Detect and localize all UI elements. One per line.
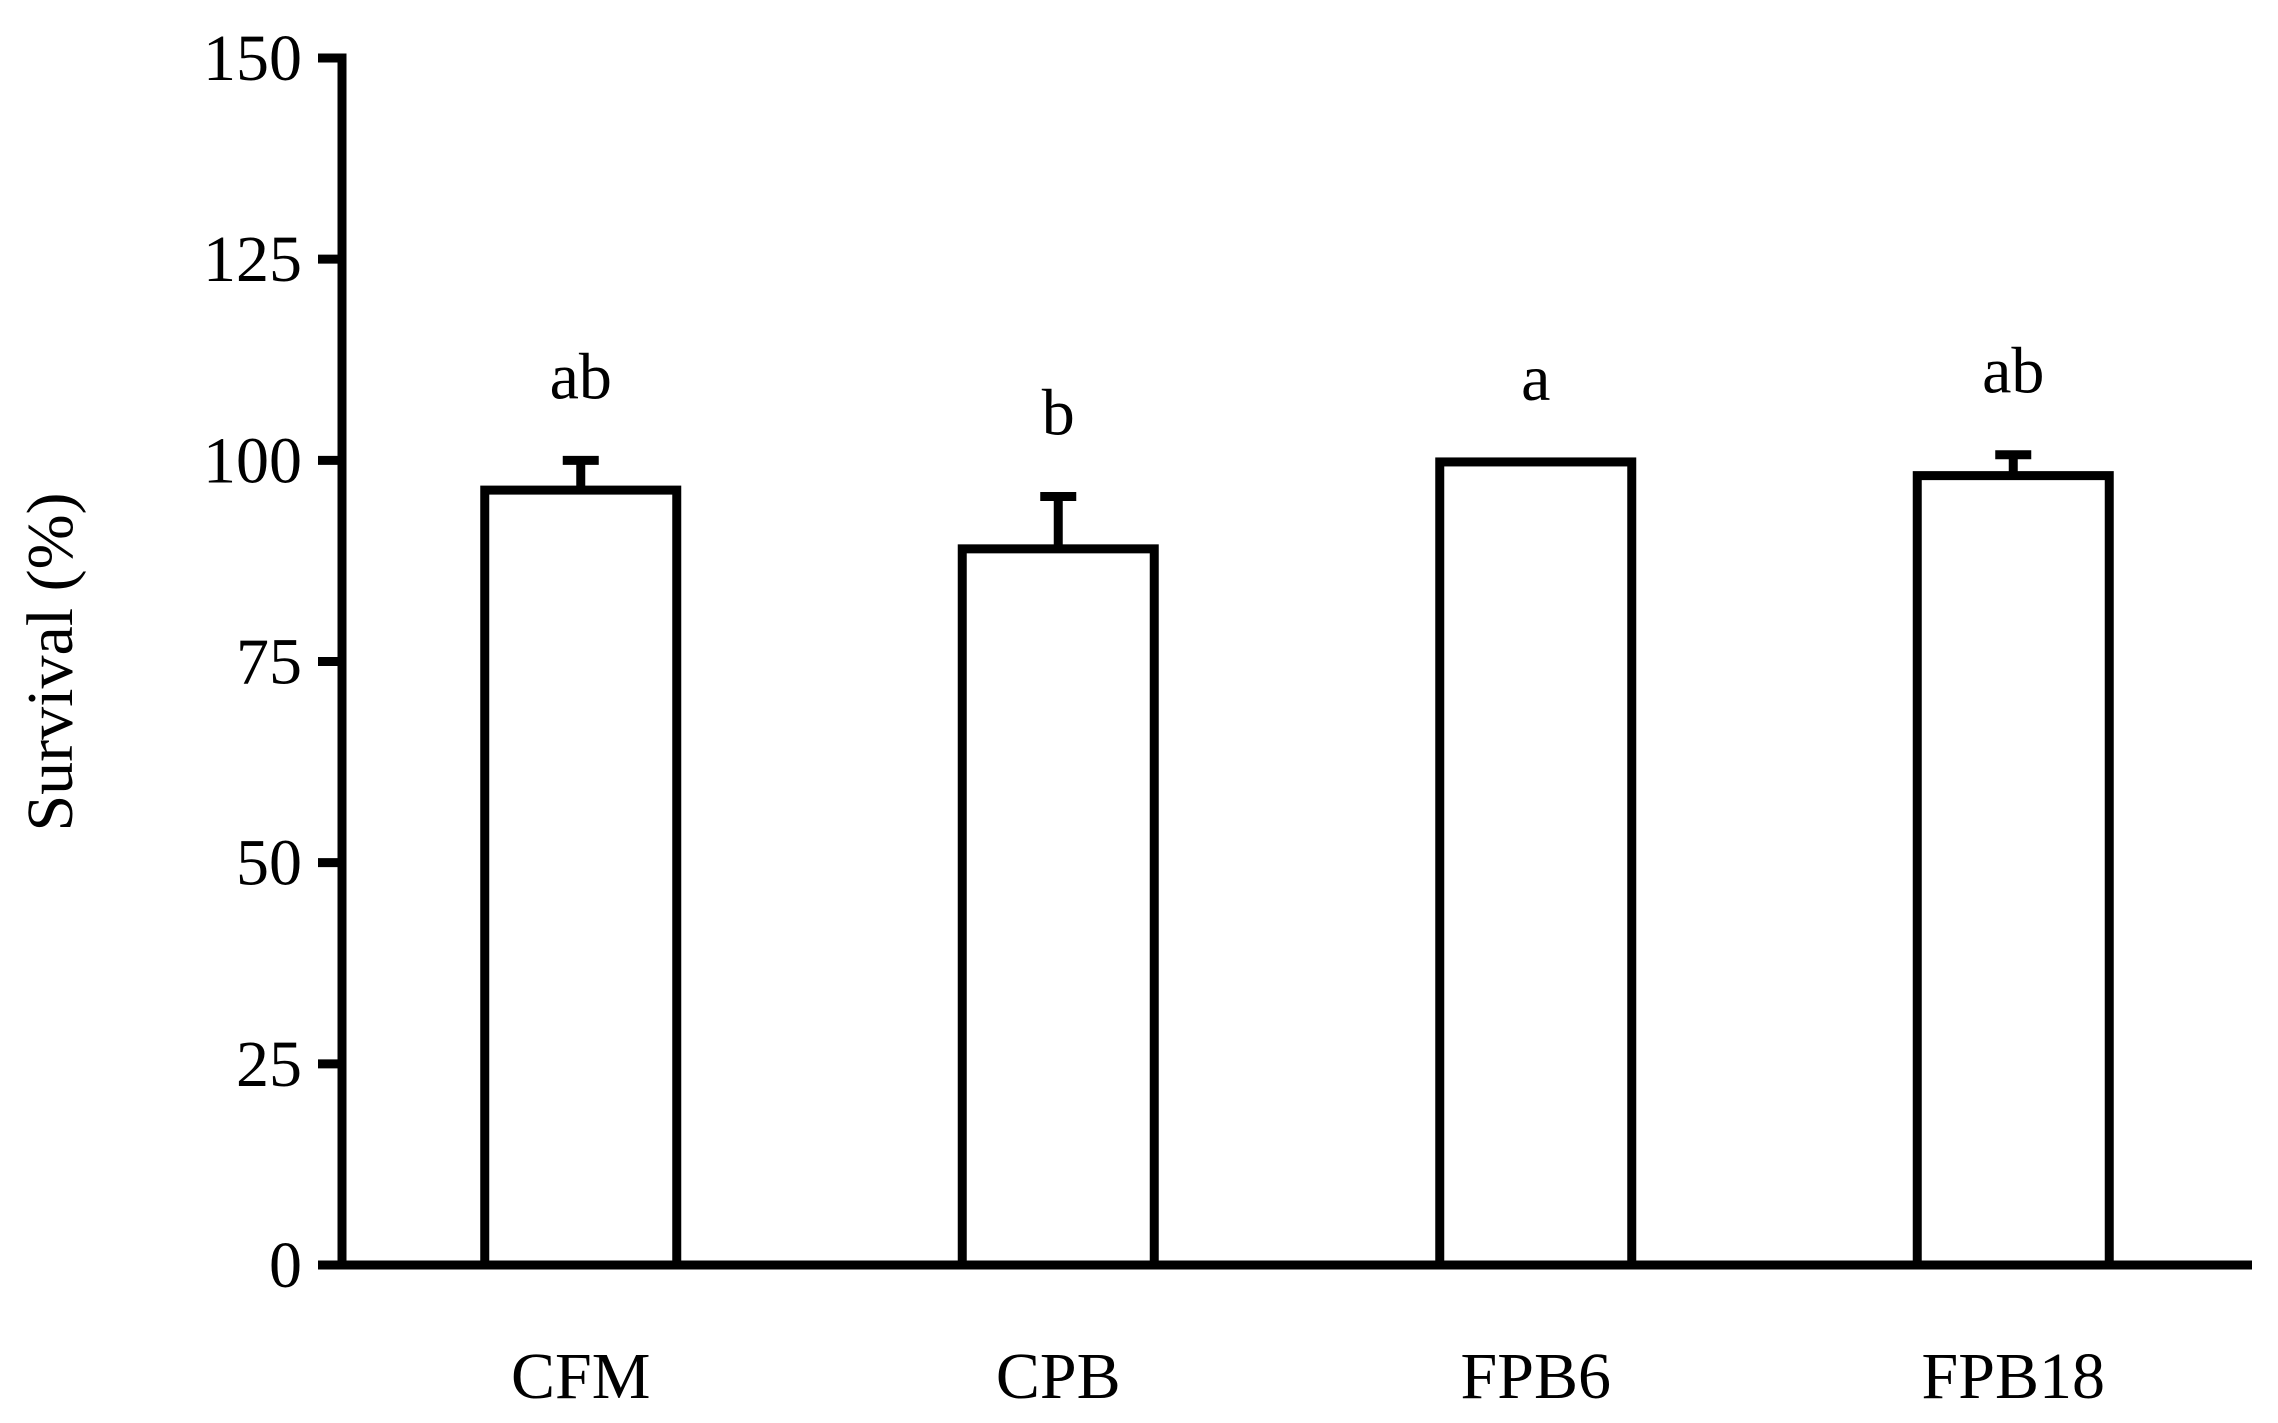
x-tick-label-cpb: CPB bbox=[996, 1340, 1121, 1413]
y-tick-label-125: 125 bbox=[203, 223, 302, 296]
significance-label-cfm: ab bbox=[550, 340, 612, 413]
bars-layer bbox=[480, 457, 2114, 1270]
y-tick-label-100: 100 bbox=[203, 424, 302, 497]
x-tick-label-fpb6: FPB6 bbox=[1461, 1340, 1611, 1413]
labels-layer: ab CFM b CPB a FPB6 ab FPB18 0 25 50 75 100 125 150 bbox=[203, 22, 2105, 1413]
y-axis-title: Survival (%) bbox=[14, 492, 87, 831]
bar-fpb18 bbox=[1912, 471, 2114, 1270]
x-tick-label-fpb18: FPB18 bbox=[1922, 1340, 2105, 1413]
bar-fpb6 bbox=[1435, 457, 1637, 1270]
y-tick-label-0: 0 bbox=[269, 1229, 302, 1302]
significance-label-cpb: b bbox=[1042, 377, 1075, 450]
significance-label-fpb6: a bbox=[1521, 342, 1550, 415]
axes-layer bbox=[318, 53, 2252, 1270]
y-tick-label-150: 150 bbox=[203, 22, 302, 95]
error-bars-layer bbox=[562, 450, 2032, 549]
significance-label-fpb18: ab bbox=[1982, 335, 2044, 408]
bar-cfm bbox=[480, 485, 682, 1270]
y-tick-label-50: 50 bbox=[236, 827, 302, 900]
y-tick-label-75: 75 bbox=[236, 626, 302, 699]
y-tick-label-25: 25 bbox=[236, 1028, 302, 1101]
x-tick-label-cfm: CFM bbox=[511, 1340, 650, 1413]
bar-cpb bbox=[957, 544, 1159, 1270]
